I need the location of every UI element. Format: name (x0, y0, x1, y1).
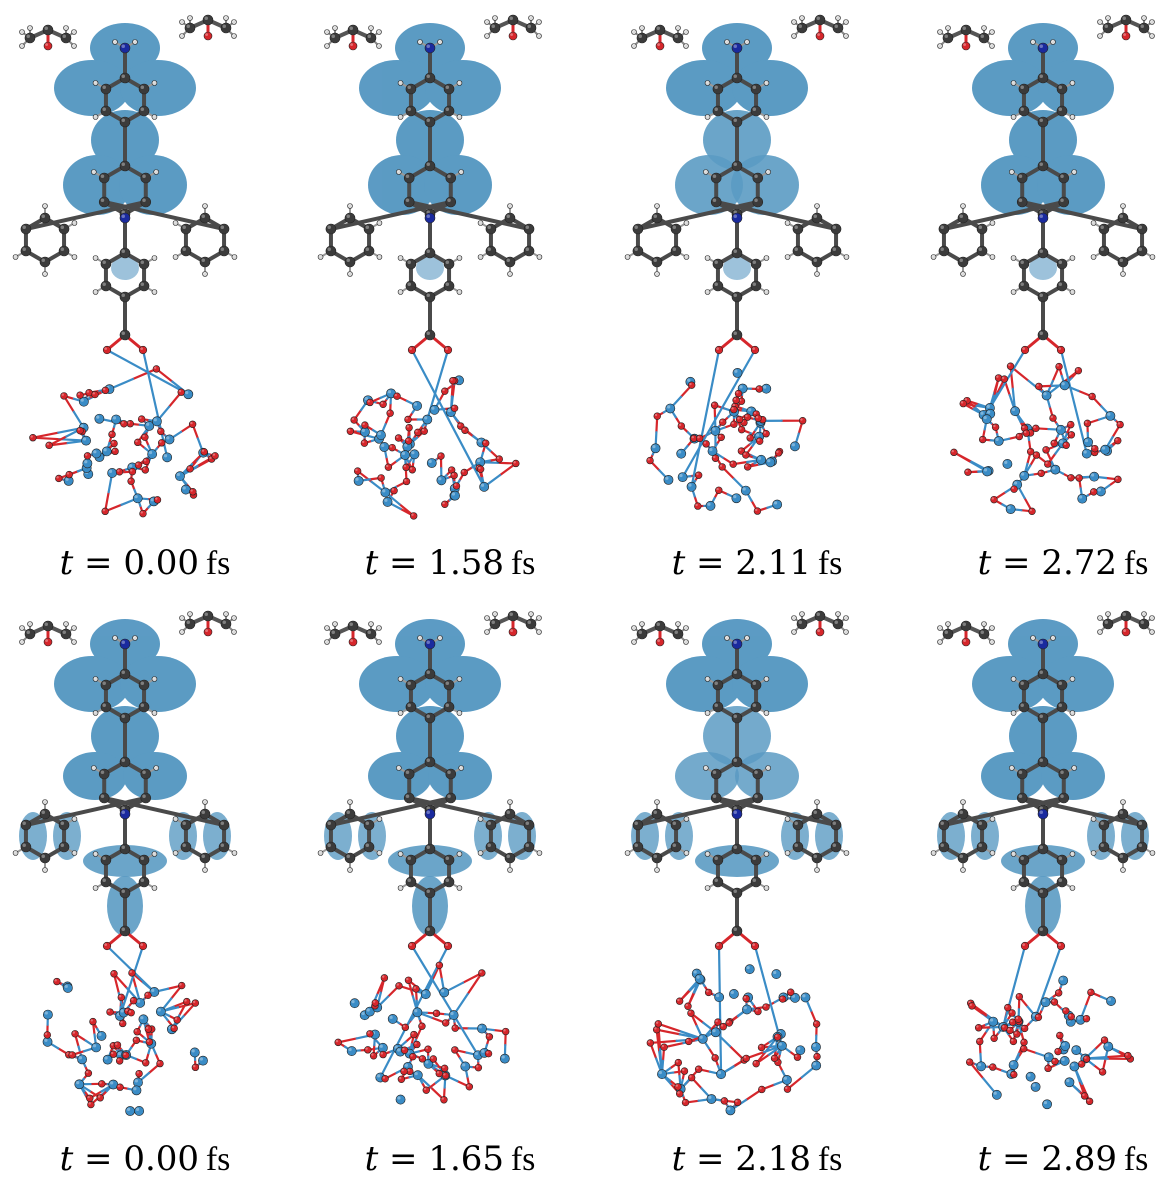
equals-sign: = (389, 1139, 418, 1179)
time-value: 0.00 (123, 1139, 199, 1179)
time-caption: t = 2.11 fs (612, 540, 902, 586)
time-variable: t (60, 543, 74, 583)
molecule-render (0, 0, 290, 540)
time-caption: t = 2.18 fs (612, 1136, 902, 1182)
molecule-render (918, 0, 1162, 540)
equals-sign: = (1002, 543, 1031, 583)
time-variable: t (978, 543, 992, 583)
time-caption: t = 0.00 fs (0, 1136, 290, 1182)
snapshot-panel: t = 1.65 fs (305, 596, 595, 1186)
time-unit: fs (511, 1141, 536, 1178)
time-value: 2.72 (1041, 543, 1117, 583)
molecule-render (612, 596, 902, 1136)
snapshot-panel: t = 1.58 fs (305, 0, 595, 590)
time-caption: t = 0.00 fs (0, 540, 290, 586)
equals-sign: = (84, 1139, 113, 1179)
equals-sign: = (696, 1139, 725, 1179)
equals-sign: = (389, 543, 418, 583)
time-variable: t (60, 1139, 74, 1179)
time-variable: t (365, 543, 379, 583)
molecule-render (918, 596, 1162, 1136)
molecule-render (612, 0, 902, 540)
time-variable: t (365, 1139, 379, 1179)
equals-sign: = (84, 543, 113, 583)
time-value: 2.89 (1041, 1139, 1117, 1179)
time-unit: fs (206, 545, 231, 582)
time-value: 1.58 (428, 543, 504, 583)
time-caption: t = 1.65 fs (305, 1136, 595, 1182)
time-variable: t (672, 543, 686, 583)
snapshot-panel: t = 2.18 fs (612, 596, 902, 1186)
time-unit: fs (206, 1141, 231, 1178)
time-value: 1.65 (428, 1139, 504, 1179)
equals-sign: = (696, 543, 725, 583)
equals-sign: = (1002, 1139, 1031, 1179)
molecule-render (305, 0, 595, 540)
time-value: 0.00 (123, 543, 199, 583)
snapshot-panel: t = 2.11 fs (612, 0, 902, 590)
time-caption: t = 2.89 fs (918, 1136, 1162, 1182)
time-unit: fs (818, 545, 843, 582)
snapshot-panel: t = 2.72 fs (918, 0, 1162, 590)
time-unit: fs (1124, 1141, 1149, 1178)
molecule-render (305, 596, 595, 1136)
time-caption: t = 2.72 fs (918, 540, 1162, 586)
time-unit: fs (511, 545, 536, 582)
snapshot-panel: t = 2.89 fs (918, 596, 1162, 1186)
time-unit: fs (1124, 545, 1149, 582)
time-caption: t = 1.58 fs (305, 540, 595, 586)
time-variable: t (672, 1139, 686, 1179)
snapshot-panel: t = 0.00 fs (0, 596, 290, 1186)
snapshot-panel: t = 0.00 fs (0, 0, 290, 590)
time-variable: t (978, 1139, 992, 1179)
time-value: 2.18 (735, 1139, 811, 1179)
molecule-render (0, 596, 290, 1136)
time-unit: fs (818, 1141, 843, 1178)
time-value: 2.11 (735, 543, 811, 583)
